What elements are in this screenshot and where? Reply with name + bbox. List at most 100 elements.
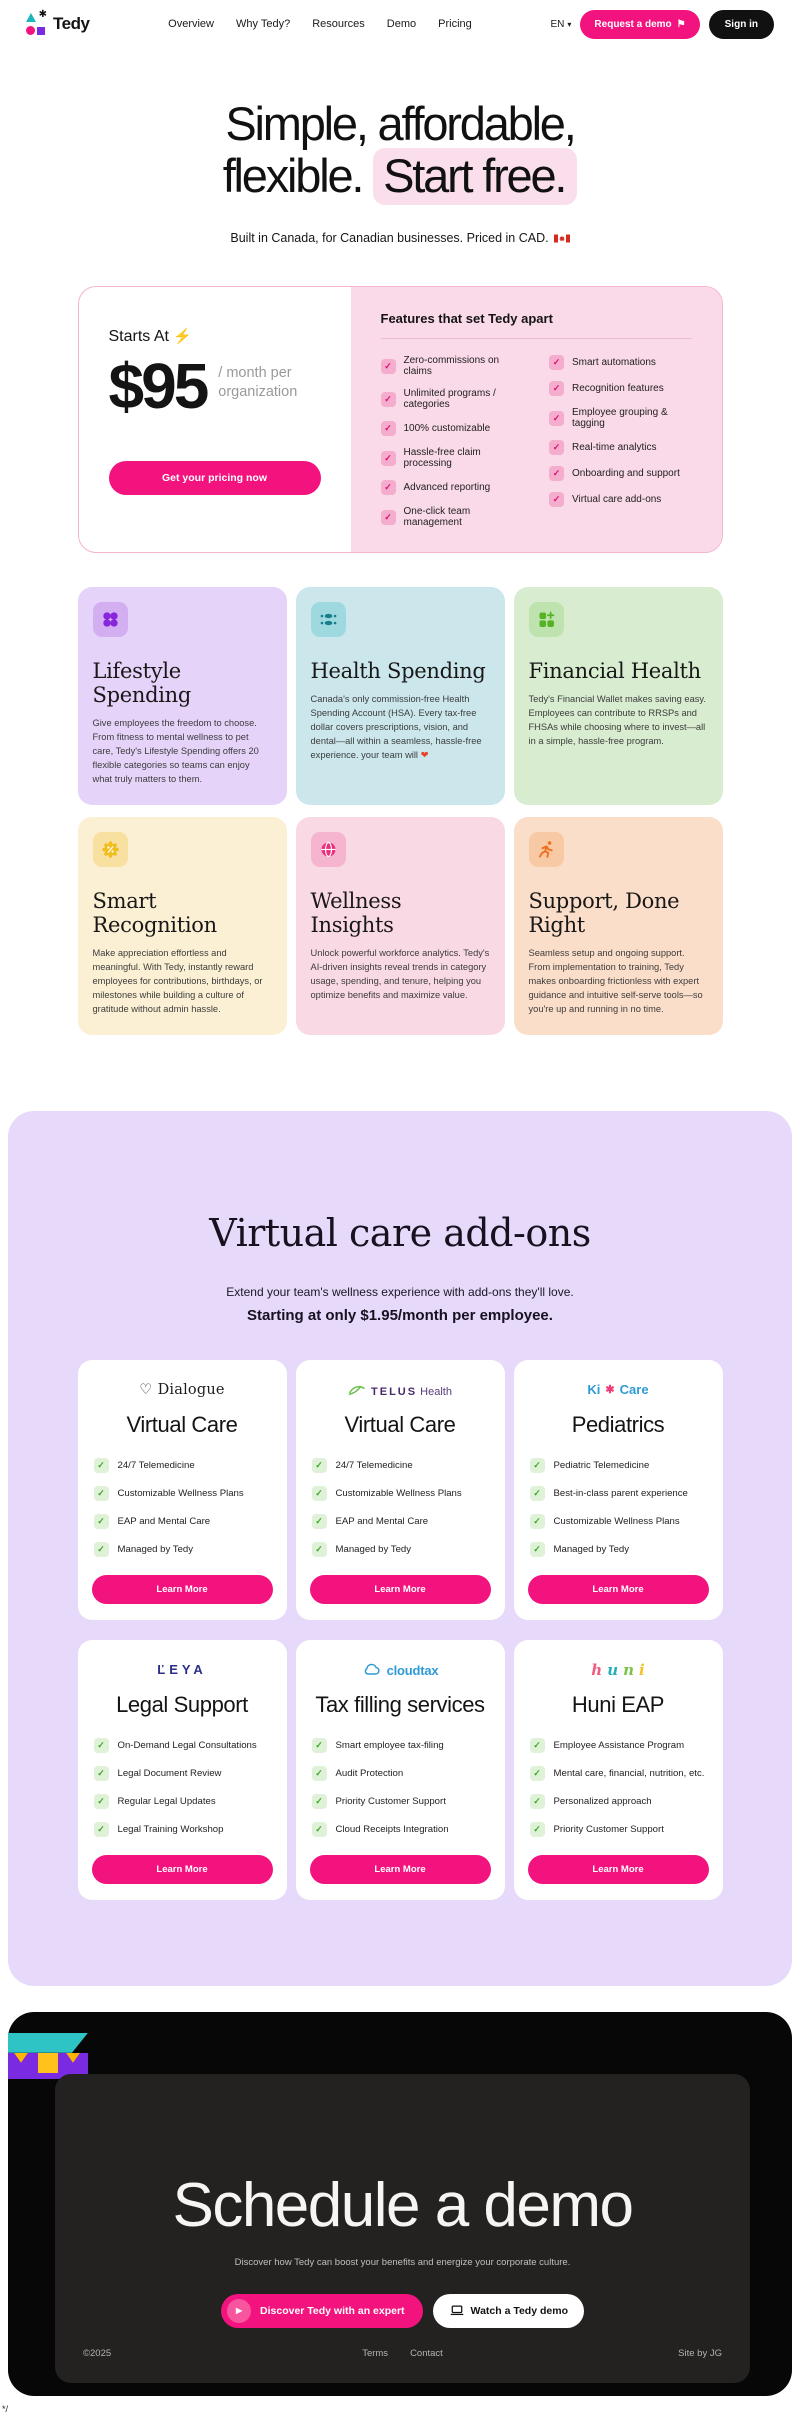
- feature-label: Hassle-free claim processing: [403, 447, 481, 470]
- price-suffix: / month per organization: [218, 365, 298, 400]
- pricing-feature-item: ✓ Hassle-free claim processing: [380, 447, 524, 470]
- addon-title: Virtual Care: [344, 1411, 456, 1437]
- check-icon: ✓: [311, 1513, 327, 1529]
- addon-title: Huni EAP: [571, 1691, 665, 1717]
- watch-demo-button[interactable]: Watch a Tedy demo: [432, 2293, 584, 2328]
- learn-more-button[interactable]: Learn More: [527, 1574, 709, 1604]
- nav-resources[interactable]: Resources: [312, 18, 365, 30]
- check-icon: ✓: [380, 450, 396, 466]
- learn-more-button[interactable]: Learn More: [527, 1854, 709, 1884]
- check-icon: ✓: [549, 355, 564, 371]
- addons-pricing-note: Starting at only $1.95/month per employe…: [247, 1306, 553, 1324]
- learn-more-button[interactable]: Learn More: [309, 1854, 491, 1884]
- starts-at: Starts At ⚡: [109, 327, 321, 346]
- check-icon: ✓: [529, 1485, 545, 1501]
- check-icon: ✓: [93, 1485, 109, 1501]
- addon-feature-item: ✓ 24/7 Telemedicine: [93, 1457, 271, 1473]
- card-body: Give employees the freedom to choose. Fr…: [92, 718, 259, 785]
- addon-feature-item: ✓ Priority Customer Support: [311, 1793, 489, 1809]
- nav-demo[interactable]: Demo: [386, 18, 417, 30]
- pricing-feature-item: ✓ Unlimited programs / categories: [380, 388, 524, 410]
- discover-expert-label: Discover Tedy with an expert: [260, 2304, 405, 2317]
- addon-feature-label: On-Demand Legal Consultations: [117, 1739, 257, 1751]
- chevron-down-icon: ▾: [567, 19, 572, 29]
- demo-subtitle: Discover how Tedy can boost your benefit…: [234, 2256, 571, 2268]
- addons-title: Virtual care add-ons: [209, 1210, 591, 1255]
- request-demo-label: Request a demo: [594, 18, 672, 30]
- learn-more-button[interactable]: Learn More: [91, 1574, 273, 1604]
- addon-feature-item: ✓ Customizable Wellness Plans: [311, 1485, 489, 1501]
- hero-title-line1: Simple, affordable,: [225, 97, 576, 150]
- sign-in-button[interactable]: Sign in: [708, 9, 774, 39]
- globe-icon: [310, 832, 346, 868]
- addon-feature-item: ✓ Mental care, financial, nutrition, etc.: [529, 1765, 707, 1781]
- check-icon: ✓: [380, 509, 396, 525]
- heart-icon: ❤: [420, 750, 429, 761]
- addon-feature-item: ✓ Audit Protection: [311, 1765, 489, 1781]
- addon-feature-label: Mental care, financial, nutrition, etc.: [553, 1767, 705, 1779]
- request-demo-button[interactable]: Request a demo ⚑: [580, 9, 700, 39]
- check-icon: ✓: [380, 480, 396, 496]
- addon-feature-item: ✓ Priority Customer Support: [529, 1821, 707, 1837]
- language-label: EN: [550, 18, 565, 30]
- cloudtax-logo: cloudtax: [310, 1660, 491, 1680]
- check-icon: ✓: [311, 1793, 327, 1809]
- check-icon: ✓: [380, 391, 396, 407]
- addons-section: Virtual care add-ons Extend your team's …: [8, 1110, 792, 1986]
- starts-at-label: Starts At: [108, 328, 169, 346]
- addon-feature-item: ✓ Legal Document Review: [93, 1765, 271, 1781]
- pricing-feature-item: ✓ Onboarding and support: [549, 466, 692, 482]
- addon-feature-label: Legal Training Workshop: [117, 1823, 224, 1835]
- kixcare-logo: Ki ✱ Care: [587, 1382, 649, 1398]
- addon-feature-label: Pediatric Telemedicine: [553, 1459, 650, 1471]
- addon-feature-label: Smart employee tax-filing: [335, 1739, 444, 1751]
- addon-title: Legal Support: [116, 1691, 248, 1717]
- demo-buttons: ▶ Discover Tedy with an expert Watch a T…: [55, 2293, 750, 2328]
- nav-why-tedy[interactable]: Why Tedy?: [236, 18, 291, 30]
- pricing-feature-item: ✓ Real-time analytics: [549, 440, 692, 456]
- addons-subtitle: Extend your team's wellness experience w…: [226, 1284, 574, 1299]
- cloudtax-wordmark: cloudtax: [386, 1662, 439, 1678]
- addon-feature-list: ✓ Employee Assistance Program ✓ Mental car…: [528, 1737, 709, 1837]
- addon-feature-label: Cloud Receipts Integration: [335, 1823, 449, 1835]
- features-column-2: ✓ Smart automations ✓ Recognition features…: [549, 355, 692, 528]
- feature-label: Zero-commissions on claims: [403, 355, 500, 378]
- telus-health-logo: TELUS Health: [310, 1380, 491, 1400]
- play-icon: ▶: [227, 2298, 252, 2323]
- addon-feature-item: ✓ Cloud Receipts Integration: [311, 1821, 489, 1837]
- addon-feature-label: Employee Assistance Program: [553, 1739, 685, 1751]
- addon-feature-label: Legal Document Review: [117, 1767, 222, 1779]
- play-glyph: ▶: [235, 2306, 243, 2316]
- nav-pricing[interactable]: Pricing: [438, 18, 472, 30]
- discover-expert-button[interactable]: ▶ Discover Tedy with an expert: [221, 2293, 423, 2328]
- check-icon: ✓: [529, 1821, 545, 1837]
- features-title: Features that set Tedy apart: [380, 311, 553, 327]
- site-credit: Site by JG: [678, 2347, 722, 2359]
- addon-card-cloudtax: cloudtax Tax filling services ✓ Smart emp…: [295, 1639, 505, 1900]
- addon-feature-label: Customizable Wellness Plans: [335, 1487, 462, 1499]
- check-icon: ✓: [93, 1737, 109, 1753]
- contact-link[interactable]: Contact: [410, 2347, 443, 2359]
- learn-more-button[interactable]: Learn More: [309, 1574, 491, 1604]
- learn-more-button[interactable]: Learn More: [91, 1854, 273, 1884]
- price-row: $95 / month per organization: [109, 354, 321, 418]
- nav-overview[interactable]: Overview: [168, 18, 214, 30]
- addon-feature-item: ✓ Managed by Tedy: [529, 1541, 707, 1557]
- check-icon: ✓: [311, 1737, 327, 1753]
- addon-card-dialogue: ♡ Dialogue Virtual Care ✓ 24/7 Telemedici…: [77, 1359, 287, 1620]
- addon-feature-label: Priority Customer Support: [335, 1795, 446, 1807]
- card-body: Make appreciation effortless and meaning…: [92, 948, 263, 1014]
- addon-title: Pediatrics: [571, 1411, 665, 1437]
- language-selector[interactable]: EN ▾: [551, 19, 572, 30]
- terms-link[interactable]: Terms: [362, 2347, 389, 2359]
- addon-card-leya: ĽEYA Legal Support ✓ On-Demand Legal Cons…: [77, 1639, 287, 1900]
- tedy-logo[interactable]: ✱ Tedy: [26, 9, 90, 35]
- hero-section: Simple, affordable, flexible. Start free…: [0, 98, 800, 245]
- get-pricing-button[interactable]: Get your pricing now: [108, 461, 321, 496]
- check-icon: ✓: [549, 381, 564, 397]
- yellow-square-shape: [38, 2052, 58, 2073]
- check-icon: ✓: [549, 492, 564, 508]
- check-icon: ✓: [311, 1765, 327, 1781]
